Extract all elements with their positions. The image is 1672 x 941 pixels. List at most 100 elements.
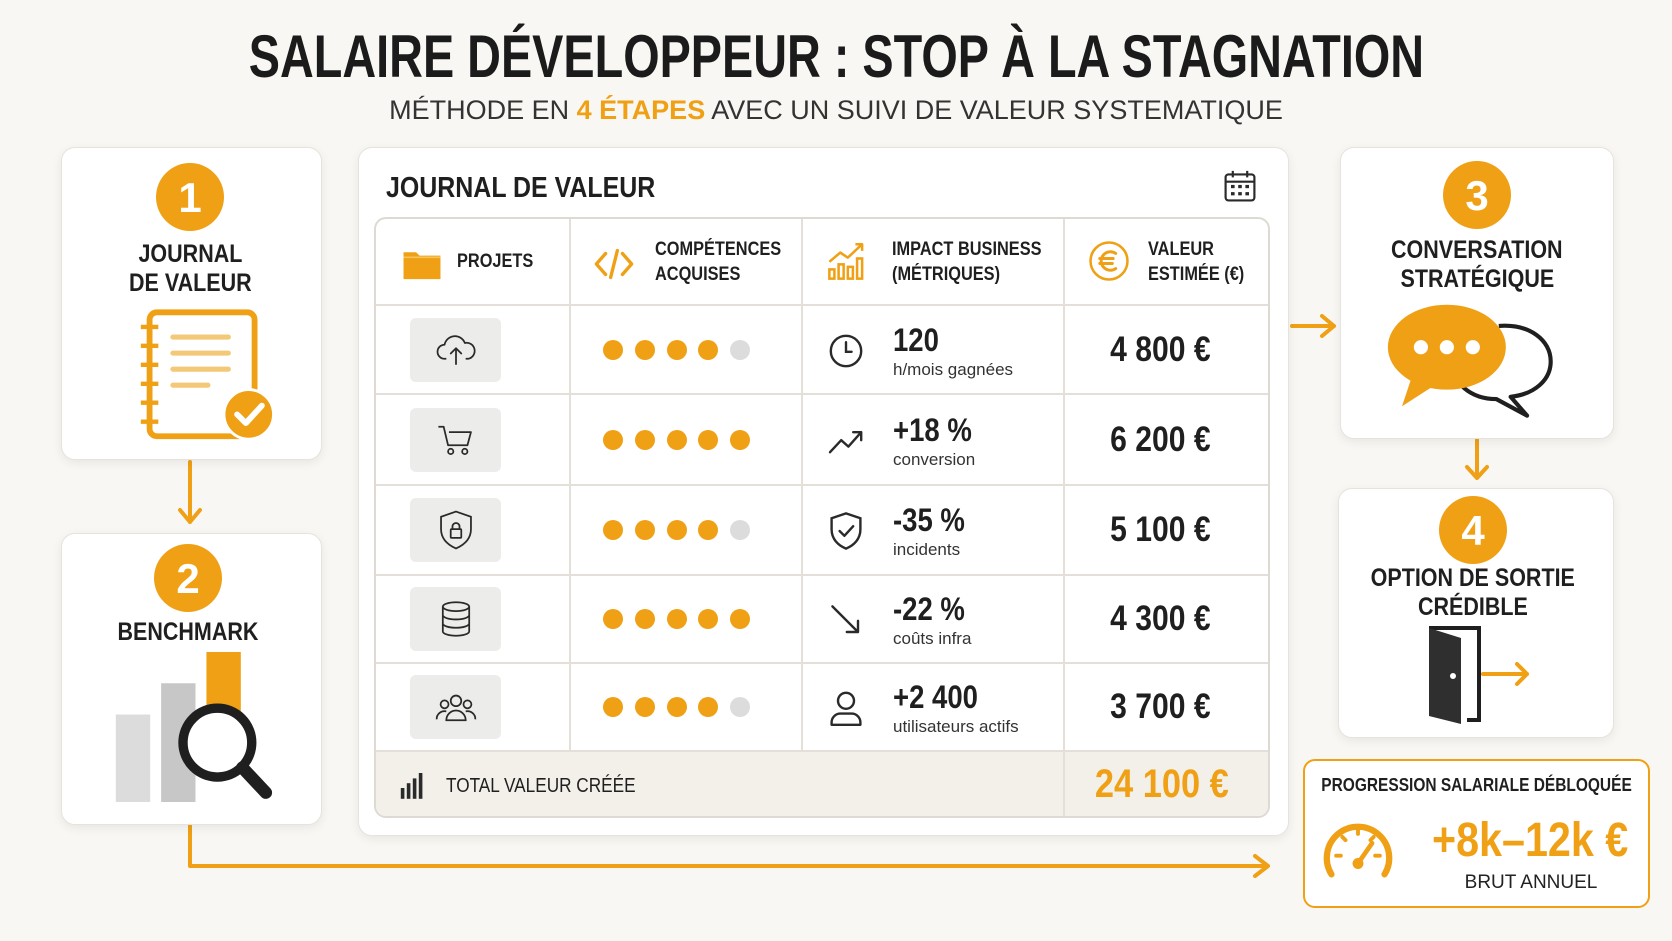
row-divider [376,304,1268,306]
step-label-box: OPTION DE SORTIE [1173,553,1672,603]
skill-dot [698,339,719,360]
progression-value-box: +8k–12k € [1230,793,1672,889]
metric-value: 120 [893,321,939,358]
chat-icon [1387,304,1553,418]
skill-dot [730,697,751,717]
project-icon [441,601,471,637]
metric-label-box: conversion [893,443,975,477]
column-divider [801,219,803,750]
step-label: STRATÉGIQUE [1400,265,1554,293]
row-divider [376,574,1268,576]
project-icon [440,510,472,550]
total-value: 24 100 € [1095,762,1229,806]
step-badge [156,163,224,231]
step-label-box: DE VALEUR [0,258,490,308]
benchmark-icon-wrap [108,652,283,802]
skill-dot [666,520,687,540]
arrow-step2-progression [188,824,1270,878]
step-label-box: JOURNAL [0,229,490,279]
skill-dot [666,609,687,629]
gauge-icon [1323,823,1393,878]
column-header-box: VALEUR [1148,231,1225,269]
row-divider [376,750,1268,752]
column-header-box: (MÉTRIQUES) [892,256,1018,294]
project-icon-wrap [434,508,478,552]
metric-label: conversion [893,449,976,469]
chart-icon-wrap [825,240,869,282]
column-header: COMPÉTENCES [655,239,782,260]
subtitle-highlight: 4 ÉTAPES [576,95,706,125]
step-label: CRÉDIBLE [1418,593,1528,621]
step-label: OPTION DE SORTIE [1370,564,1576,592]
metric-icon [830,691,862,726]
step-number-box: 2 [0,537,488,621]
skill-dot [634,697,655,717]
skill-dot [634,429,655,450]
step-label-box: CRÉDIBLE [1173,582,1672,632]
skill-dot [634,520,655,540]
journal-title-box: JOURNAL DE VALEUR [386,159,699,217]
metric-icon [829,334,863,367]
exit-icon [1429,626,1529,724]
progression-box [1303,759,1650,908]
column-header: VALEUR [1148,239,1214,260]
metric-icon-wrap [826,331,866,371]
skill-dot [603,697,623,717]
folder-icon-wrap [400,243,444,285]
arrow-journal-step3 [1290,314,1336,338]
estimated-value-box: 3 700 € [860,672,1460,742]
column-divider [1063,219,1065,816]
title: SALAIRE DÉVELOPPEUR : STOP À LA STAGNATI… [248,23,1424,90]
project-icon-wrap [434,685,478,729]
step-label-box: BENCHMARK [0,607,488,657]
metric-label: coûts infra [893,629,972,648]
step-badge [154,544,222,612]
column-header: ESTIMÉE (€) [1148,264,1245,285]
calendar-icon-wrap [1222,168,1258,204]
code-icon-wrap [592,243,636,285]
calendar-icon [1224,170,1256,202]
total-icon-wrap [398,770,430,800]
metric-value: -22 % [893,591,965,627]
metric-icon-wrap [826,421,866,461]
project-icon [436,334,476,365]
skill-dot [730,609,751,629]
skill-dot [666,339,687,360]
row-divider [376,484,1268,486]
step-badge [1439,496,1507,564]
step-label: CONVERSATION [1391,236,1563,264]
step-number: 3 [1465,172,1489,219]
estimated-value-box: 5 100 € [860,495,1460,565]
folder-icon [403,252,441,280]
estimated-value: 5 100 € [1109,510,1211,549]
skill-dot [666,429,687,450]
subtitle: MÉTHODE EN 4 ÉTAPES AVEC UN SUIVI DE VAL… [0,92,1672,128]
column-divider [569,219,571,750]
step-label: JOURNAL [138,240,242,268]
estimated-value: 4 800 € [1109,329,1211,369]
euro-icon [1089,241,1129,281]
skill-dot [730,339,751,360]
estimated-value-box: 4 300 € [860,584,1460,654]
column-header: (MÉTRIQUES) [892,264,1001,285]
estimated-value: 4 300 € [1109,599,1211,638]
metric-label: incidents [893,540,961,559]
metric-icon-wrap [826,511,866,551]
project-icon [438,425,472,455]
skill-dot [603,609,623,629]
metric-value: +2 400 [893,679,978,715]
skill-dot [634,609,655,629]
euro-icon-wrap [1087,240,1131,282]
estimated-value: 3 700 € [1109,687,1211,726]
skill-dot [603,339,623,360]
skill-dot [698,697,719,717]
project-icon [435,694,477,722]
column-header-box: PROJETS [457,243,546,281]
chart-icon [828,242,864,280]
metric-value-box: +18 % [893,398,985,462]
step-label: DE VALEUR [128,269,252,297]
step-badge [1443,161,1511,229]
chat-icon-wrap [1384,300,1564,418]
project-icon-wrap [434,418,478,462]
